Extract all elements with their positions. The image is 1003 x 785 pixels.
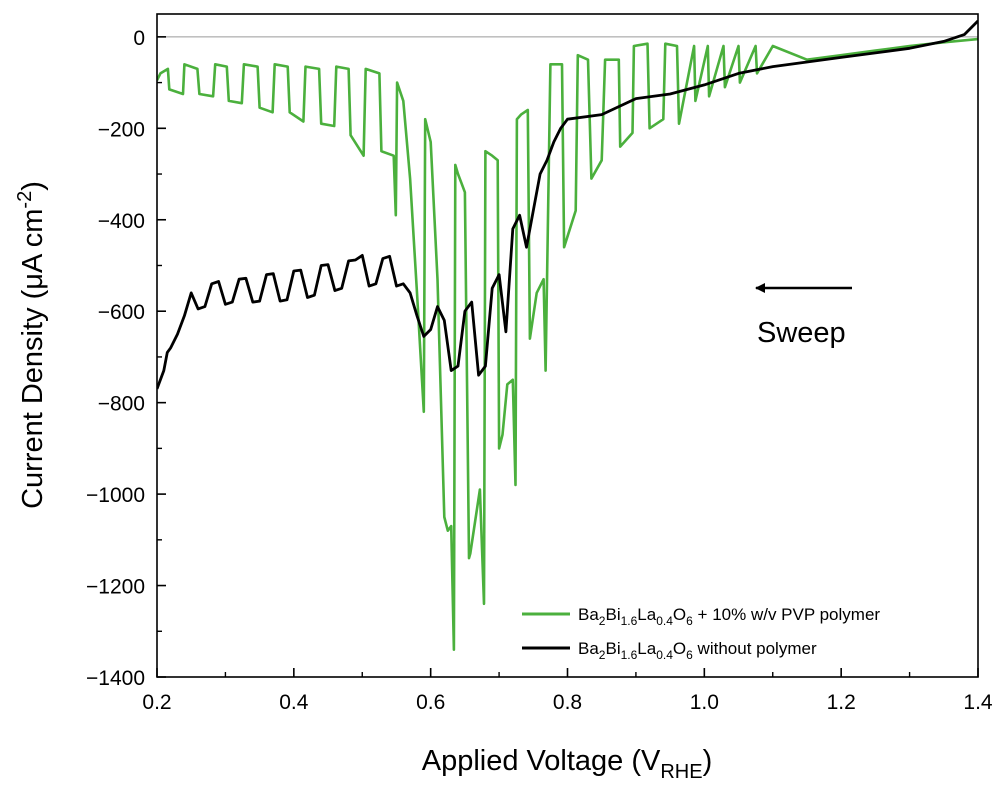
legend-label-1: Ba2Bi1.6La0.4O6 + 10% w/v PVP polymer [578, 605, 880, 628]
x-tick-label: 0.8 [553, 691, 582, 714]
tick-labels-group: 0.2 0.4 0.6 0.8 1.0 1.2 1.4 0 −200 −400 −600 −800 −1… [86, 27, 993, 714]
y-axis-title: Current Density (μA cm-2) [14, 181, 49, 509]
series-line-2 [157, 19, 978, 390]
x-tick-label: 0.6 [416, 691, 445, 714]
y-tick-label: −1400 [86, 667, 145, 690]
x-tick-label: 0.4 [279, 691, 309, 714]
x-tick-label: 1.2 [827, 691, 856, 714]
y-tick-label: −1200 [86, 576, 145, 599]
x-axis-title: Applied Voltage (VRHE) [422, 745, 713, 783]
x-tick-label: 1.4 [963, 691, 993, 714]
data-series-group [157, 19, 978, 651]
legend-label-2: Ba2Bi1.6La0.4O6 without polymer [578, 639, 817, 662]
sweep-label: Sweep [757, 317, 846, 349]
legend: Ba2Bi1.6La0.4O6 + 10% w/v PVP polymer Ba2… [522, 605, 880, 662]
y-tick-label: −1000 [86, 484, 145, 507]
x-tick-label: 0.2 [142, 691, 171, 714]
y-tick-label: −800 [98, 393, 145, 416]
series-line-1 [157, 37, 978, 651]
plot-frame [156, 13, 979, 678]
y-tick-label: −600 [98, 301, 145, 324]
y-tick-label: 0 [133, 27, 145, 50]
axis-ticks-group [156, 36, 979, 678]
y-tick-label: −400 [98, 210, 145, 233]
y-tick-label: −200 [98, 118, 145, 141]
x-tick-label: 1.0 [690, 691, 719, 714]
